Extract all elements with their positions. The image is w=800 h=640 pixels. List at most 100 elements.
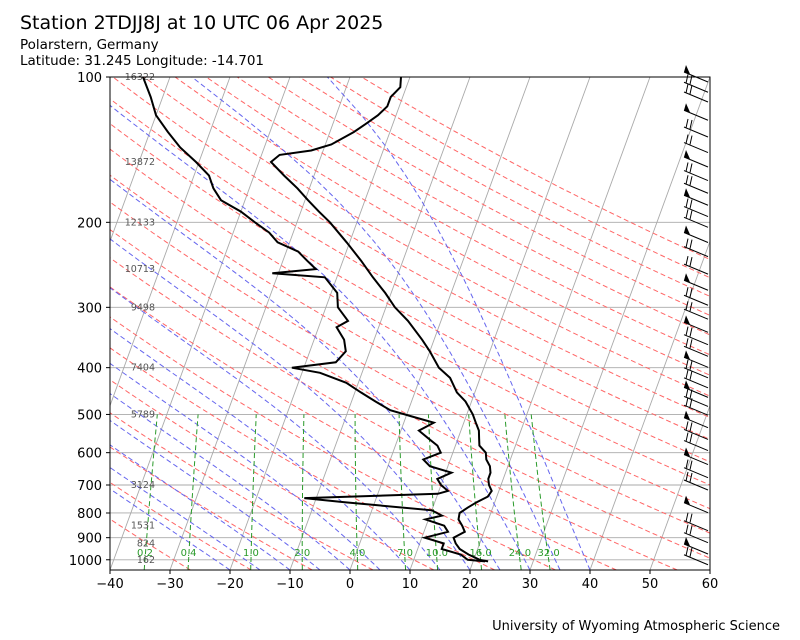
isotherm-line: [110, 77, 231, 407]
wind-barb-feather: [689, 360, 693, 370]
x-axis-ticks: −40 −30 −20 −10 0 10 20 30 40 50 60: [96, 570, 718, 592]
y-tick-label: 300: [77, 301, 102, 316]
wind-barb-feather: [689, 199, 693, 209]
wind-barb-feather: [685, 546, 689, 556]
dry-adiabat: [110, 98, 710, 440]
height-label: 13872: [125, 157, 155, 168]
wind-barb-staff: [683, 345, 709, 357]
isotherm-line: [529, 77, 710, 570]
mixing-ratio-label: 32.0: [538, 548, 560, 559]
wind-barb-staff: [683, 142, 709, 154]
wind-barb-feather: [685, 134, 689, 144]
mixing-ratio-lines: [143, 414, 551, 570]
wind-barb: [683, 524, 709, 544]
wind-barb-staff: [683, 454, 709, 466]
dry-adiabat: [110, 412, 374, 570]
y-tick-label: 200: [77, 216, 102, 231]
wind-barb: [683, 410, 709, 429]
dry-adiabat: [110, 123, 710, 463]
wind-barb-flag: [684, 447, 690, 457]
y-tick-label: 400: [77, 362, 102, 377]
wind-barb-feather: [689, 327, 693, 337]
wind-barb: [683, 326, 709, 346]
wind-barb-flag: [684, 225, 690, 235]
mixing-ratio-label: 0.4: [181, 548, 197, 559]
moist-adiabat: [110, 466, 261, 570]
wind-barb-staff: [683, 308, 709, 320]
mixing-ratio-labels: 0.2 0.4 1.0 2.0 4.0 7.0 10.0 16.0 24.0 32.0: [137, 548, 560, 559]
mixing-ratio-label: 7.0: [397, 548, 413, 559]
wind-barb: [683, 495, 709, 514]
wind-barb-staff: [683, 170, 709, 182]
wind-barb: [683, 287, 709, 306]
wind-barb: [683, 134, 709, 154]
y-tick-label: 1000: [69, 554, 102, 569]
wind-barb-feather: [685, 512, 689, 522]
dry-adiabat: [174, 77, 710, 376]
wind-barb-feather: [685, 162, 689, 172]
wind-barb-flag: [684, 350, 690, 360]
wind-barb: [683, 162, 709, 182]
wind-barb-feather: [685, 397, 689, 407]
wind-barb: [683, 369, 709, 389]
dry-adiabat-lines: [110, 77, 710, 570]
wind-barb: [683, 315, 709, 333]
mixing-ratio-line: [187, 414, 199, 570]
y-tick-label: 700: [77, 479, 102, 494]
wind-barb-flag: [684, 188, 690, 198]
wind-barb-feather: [689, 547, 693, 557]
wind-barb: [683, 546, 709, 566]
isotherm-line: [229, 77, 411, 570]
y-tick-label: 100: [77, 71, 102, 86]
wind-barb: [683, 421, 709, 440]
wind-barb-feather: [689, 339, 693, 349]
moist-adiabat-lines: [110, 77, 591, 570]
moist-adiabat: [110, 488, 231, 570]
dry-adiabat: [110, 257, 678, 570]
wind-barb-staff: [683, 377, 709, 389]
wind-barb-feather: [685, 388, 689, 398]
wind-barb: [683, 359, 709, 379]
wind-barb-feather: [689, 302, 693, 312]
station-location: Polarstern, Germany: [20, 37, 159, 53]
isotherm-line: [589, 240, 710, 570]
temperature-profile: [269, 77, 493, 563]
wind-barb-feather: [685, 432, 689, 442]
wind-barb: [683, 256, 709, 275]
wind-barb-flag: [684, 315, 690, 325]
wind-barb-feather: [685, 421, 689, 431]
wind-barb-feather: [685, 287, 689, 297]
wind-barb-feather: [689, 176, 693, 186]
wind-barb-staff: [683, 334, 709, 346]
wind-barb-staff: [683, 440, 709, 452]
moist-adiabat: [110, 444, 291, 570]
wind-barb-staff: [683, 520, 709, 532]
wind-barb-staff: [683, 263, 709, 275]
moist-adiabat: [327, 77, 591, 570]
wind-barb-feather: [689, 257, 693, 267]
wind-barb-feather: [685, 256, 689, 266]
dry-adiabat: [110, 518, 191, 570]
wind-barb: [683, 238, 709, 258]
isotherm-line: [110, 77, 111, 79]
wind-barb: [683, 188, 709, 206]
dry-adiabat: [110, 347, 495, 570]
wind-barb-staff: [683, 279, 709, 291]
x-tick-label: −40: [96, 577, 123, 592]
height-label: 9498: [131, 302, 155, 313]
wind-barb-feather: [685, 359, 689, 369]
wind-barb-feather: [685, 209, 689, 219]
wind-barb-feather: [685, 118, 689, 129]
wind-barb-staff: [683, 502, 709, 514]
x-tick-label: 0: [346, 577, 354, 592]
dry-adiabat: [143, 77, 710, 397]
wind-barb-staff: [683, 126, 709, 138]
wind-barb-staff: [683, 367, 709, 379]
height-label: 162: [137, 555, 155, 566]
mixing-ratio-line: [143, 414, 158, 570]
dry-adiabat: [110, 286, 617, 570]
isotherm-line: [0, 77, 50, 570]
wind-barb-staff: [683, 206, 709, 218]
wind-barb-staff: [683, 91, 709, 103]
